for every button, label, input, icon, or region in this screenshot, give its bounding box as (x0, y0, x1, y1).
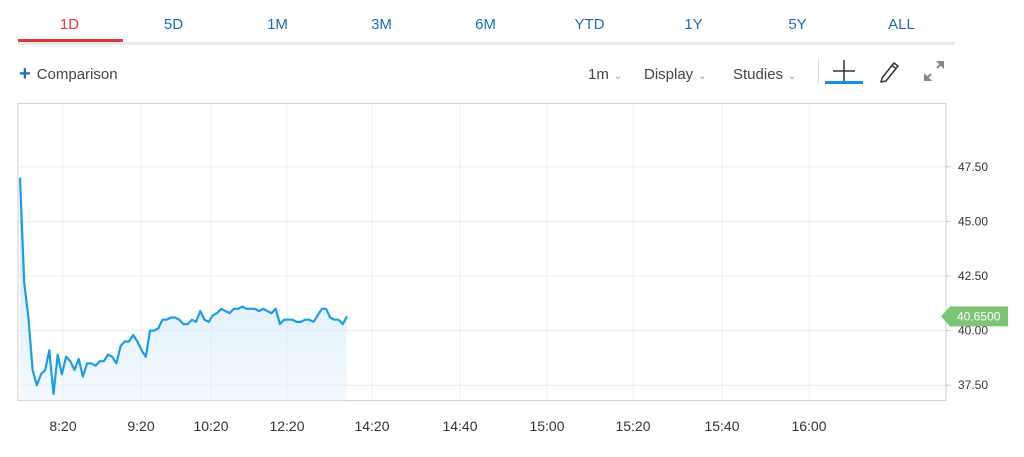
interval-dropdown[interactable]: 1m ⌄ (588, 66, 622, 83)
tab-ytd[interactable]: YTD (574, 16, 605, 33)
interval-label: 1m (588, 66, 609, 83)
series-area (20, 177, 347, 401)
range-tabs: 1D 5D 1M 3M 6M YTD 1Y 5Y ALL (18, 0, 955, 45)
chart-grid (18, 103, 946, 401)
current-price-badge (941, 306, 1008, 327)
chevron-down-icon: ⌄ (613, 71, 623, 82)
x-tick-label: 16:00 (791, 418, 826, 434)
toolbar-divider (818, 58, 819, 84)
y-tick-label: 37.50 (958, 378, 988, 392)
tab-5y[interactable]: 5Y (788, 16, 807, 33)
y-tick-label: 40.00 (958, 324, 988, 338)
area-layer (18, 177, 348, 401)
price-badge: 40.6500 (941, 306, 1008, 327)
chevron-down-icon: ⌄ (698, 71, 707, 82)
y-tick-label: 47.50 (958, 160, 988, 174)
tab-3m[interactable]: 3M (371, 16, 392, 33)
y-tick-label: 42.50 (958, 269, 988, 283)
active-tool-indicator (825, 81, 863, 84)
crosshair-icon (833, 60, 855, 82)
expand-icon (924, 61, 944, 81)
chevron-down-icon: ⌄ (788, 71, 797, 82)
tab-1m[interactable]: 1M (267, 16, 288, 33)
pencil-icon (880, 62, 899, 83)
tab-all[interactable]: ALL (888, 16, 915, 33)
comparison-button[interactable]: + Comparison (19, 63, 118, 85)
x-tick-label: 8:20 (49, 418, 76, 434)
y-tick-label: 45.00 (958, 214, 988, 228)
x-axis: 8:20 9:20 10:20 12:20 14:20 14:40 15:00 15:20 15… (49, 418, 826, 434)
active-tab-indicator (18, 39, 123, 42)
tab-1y[interactable]: 1Y (684, 16, 703, 33)
tab-5d[interactable]: 5D (163, 16, 184, 33)
studies-dropdown[interactable]: Studies ⌄ (733, 66, 796, 83)
comparison-label: Comparison (36, 66, 118, 83)
tab-6m[interactable]: 6M (475, 16, 496, 33)
x-tick-label: 14:40 (442, 418, 477, 434)
series-line (18, 177, 348, 395)
y-axis: 47.50 45.00 42.50 40.00 37.50 (946, 160, 988, 392)
draw-tool-button[interactable] (872, 56, 908, 86)
plot-border (17, 103, 947, 401)
x-tick-label: 15:00 (529, 418, 564, 434)
x-tick-label: 15:20 (615, 418, 650, 434)
chart-toolbar: + Comparison 1m ⌄ Display ⌄ Studies ⌄ (0, 56, 1024, 96)
x-tick-label: 12:20 (269, 418, 304, 434)
tab-1d[interactable]: 1D (59, 16, 80, 33)
x-tick-label: 10:20 (193, 418, 228, 434)
display-dropdown[interactable]: Display ⌄ (644, 66, 707, 83)
x-tick-label: 15:40 (704, 418, 739, 434)
display-label: Display (644, 66, 694, 83)
fullscreen-button[interactable] (916, 56, 952, 86)
price-chart[interactable]: 47.50 45.00 42.50 40.00 37.50 8:20 9:20 10:20 1… (17, 103, 1017, 448)
crosshair-tool-button[interactable] (826, 56, 862, 86)
x-tick-label: 14:20 (354, 418, 389, 434)
x-tick-label: 9:20 (127, 418, 154, 434)
current-price-label: 40.6500 (957, 309, 1001, 323)
studies-label: Studies (733, 66, 784, 83)
plus-icon: + (19, 63, 31, 85)
